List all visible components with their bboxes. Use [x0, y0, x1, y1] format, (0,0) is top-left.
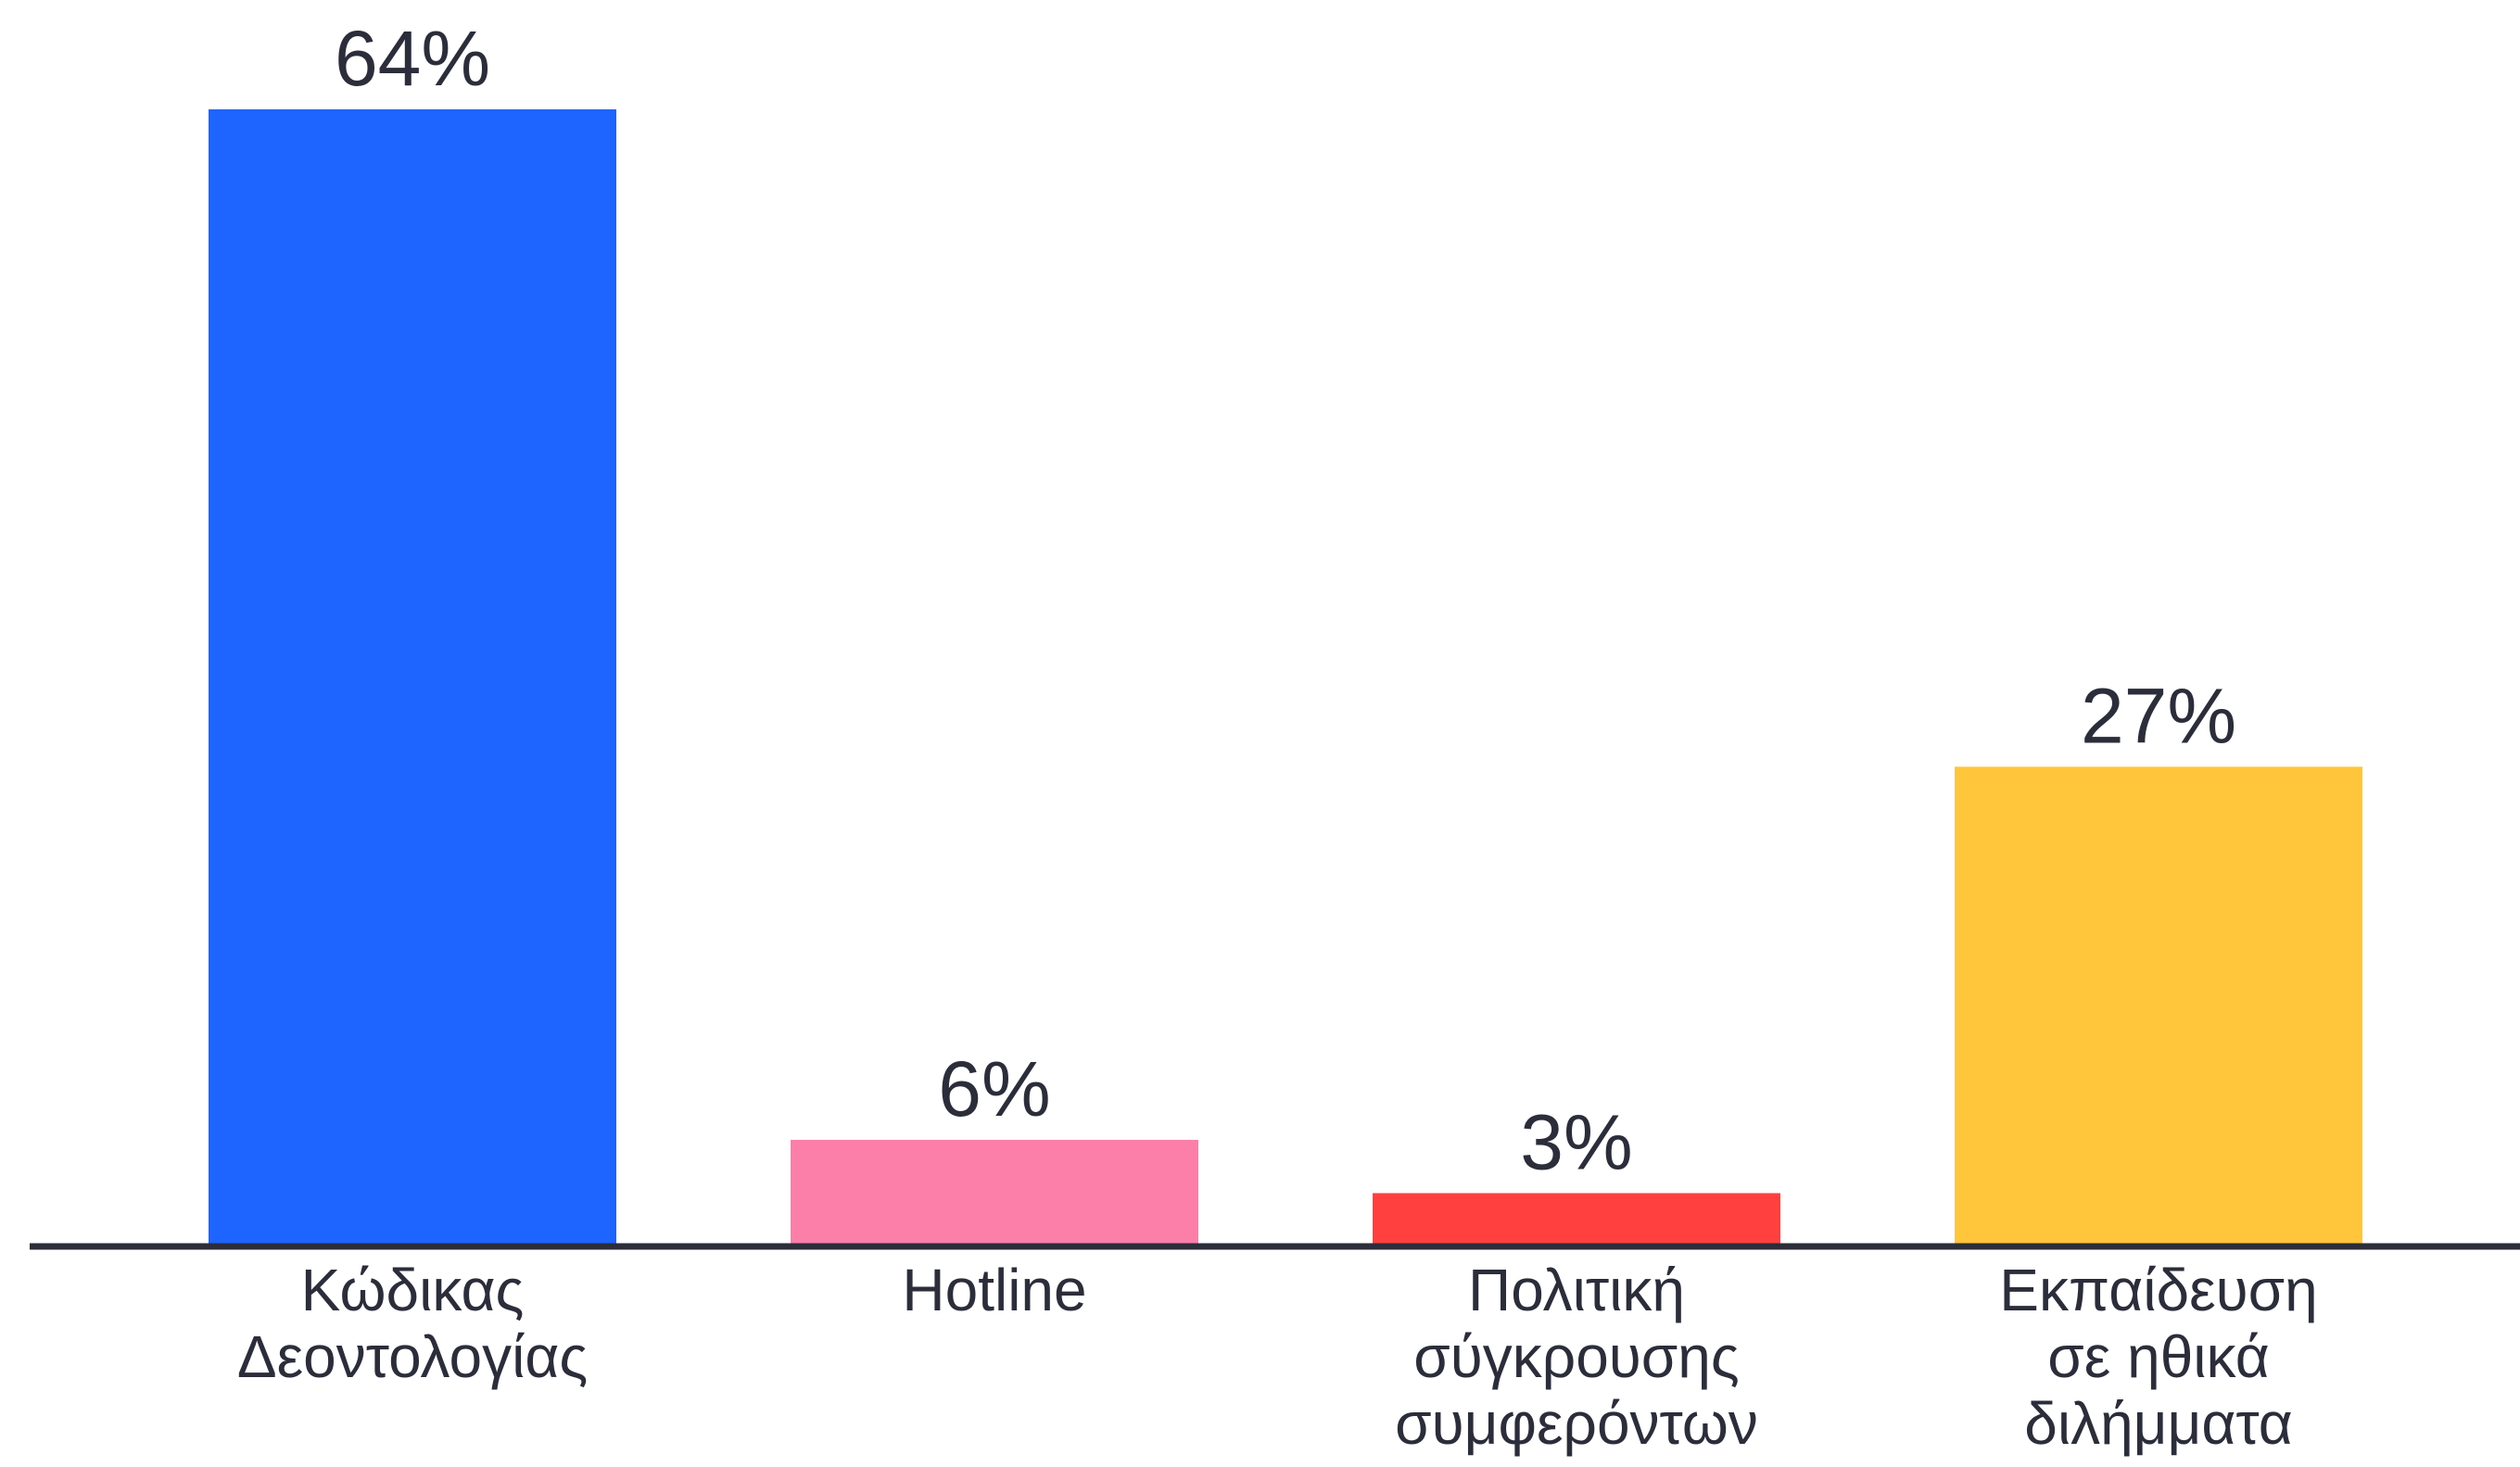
category-label-3-line-2: σύγκρουσης — [1413, 1323, 1739, 1390]
bar-3 — [1373, 1193, 1780, 1246]
category-label-1-line-2: Δεοντολογίας — [237, 1323, 588, 1390]
category-label-4-line-3: διλήμματα — [2024, 1390, 2293, 1457]
category-label-4-line-2: σε ηθικά — [2047, 1323, 2269, 1390]
bar-1 — [209, 109, 616, 1246]
category-label-1-line-1: Κώδικας — [301, 1257, 525, 1323]
value-label-4: 27% — [2081, 672, 2236, 759]
value-label-3: 3% — [1520, 1098, 1632, 1185]
value-labels-layer: 64% 6% 3% 27% — [335, 15, 2236, 1185]
category-label-2-line-1: Hotline — [902, 1257, 1086, 1323]
bars-layer — [209, 109, 2362, 1246]
value-label-2: 6% — [938, 1045, 1050, 1132]
bar-4 — [1955, 766, 2362, 1246]
category-label-3-line-3: συμφερόντων — [1395, 1390, 1758, 1457]
bar-2 — [791, 1139, 1198, 1246]
category-label-3-line-1: Πολιτική — [1468, 1257, 1685, 1323]
category-label-4-line-1: Εκπαίδευση — [1999, 1257, 2317, 1323]
value-label-1: 64% — [335, 15, 490, 102]
